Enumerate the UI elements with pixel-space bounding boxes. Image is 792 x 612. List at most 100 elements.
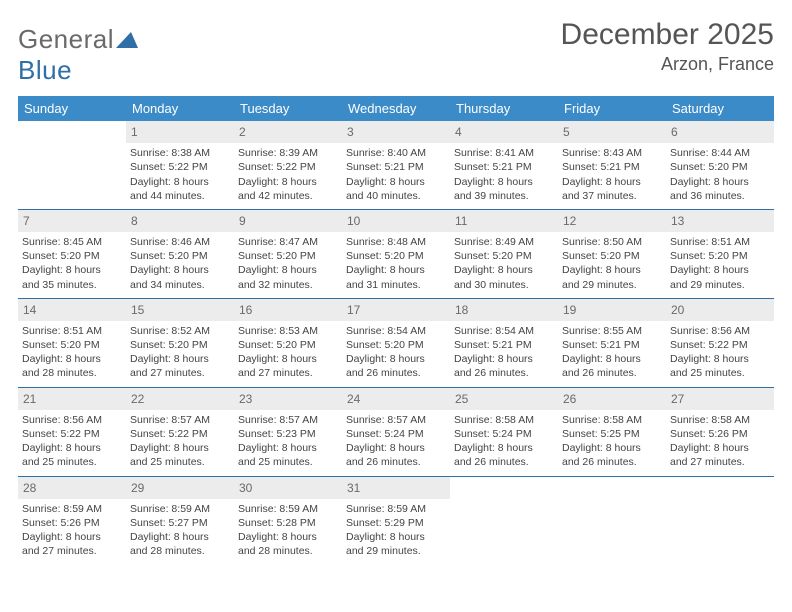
- day-number: 23: [234, 388, 342, 410]
- day-number: 17: [342, 299, 450, 321]
- day-info-line: Sunset: 5:20 PM: [22, 249, 122, 263]
- calendar-cell: 2Sunrise: 8:39 AMSunset: 5:22 PMDaylight…: [234, 121, 342, 209]
- day-info-line: Sunrise: 8:48 AM: [346, 235, 446, 249]
- day-info-line: Sunset: 5:21 PM: [562, 338, 662, 352]
- calendar-cell: 4Sunrise: 8:41 AMSunset: 5:21 PMDaylight…: [450, 121, 558, 209]
- calendar-cell: 17Sunrise: 8:54 AMSunset: 5:20 PMDayligh…: [342, 298, 450, 387]
- day-number: 20: [666, 299, 774, 321]
- day-number: 18: [450, 299, 558, 321]
- day-info-line: and 26 minutes.: [346, 366, 446, 380]
- calendar-cell: 1Sunrise: 8:38 AMSunset: 5:22 PMDaylight…: [126, 121, 234, 209]
- day-info-line: Daylight: 8 hours: [130, 352, 230, 366]
- day-info-line: and 26 minutes.: [346, 455, 446, 469]
- day-info-line: and 27 minutes.: [22, 544, 122, 558]
- location-label: Arzon, France: [561, 54, 774, 75]
- day-info-line: Daylight: 8 hours: [670, 352, 770, 366]
- day-info-line: Daylight: 8 hours: [130, 441, 230, 455]
- calendar-cell: 6Sunrise: 8:44 AMSunset: 5:20 PMDaylight…: [666, 121, 774, 209]
- day-info-line: Sunrise: 8:40 AM: [346, 146, 446, 160]
- day-number: 31: [342, 477, 450, 499]
- day-number: 12: [558, 210, 666, 232]
- day-info-line: Sunset: 5:20 PM: [346, 249, 446, 263]
- day-number: 10: [342, 210, 450, 232]
- day-info-line: Daylight: 8 hours: [238, 530, 338, 544]
- calendar-week: 28Sunrise: 8:59 AMSunset: 5:26 PMDayligh…: [18, 476, 774, 564]
- day-info-line: Daylight: 8 hours: [130, 175, 230, 189]
- day-info-line: Sunset: 5:24 PM: [454, 427, 554, 441]
- day-info-line: and 32 minutes.: [238, 278, 338, 292]
- day-number: 25: [450, 388, 558, 410]
- day-info-line: Sunset: 5:20 PM: [130, 249, 230, 263]
- calendar-week: 7Sunrise: 8:45 AMSunset: 5:20 PMDaylight…: [18, 209, 774, 298]
- day-number: 30: [234, 477, 342, 499]
- day-info-line: Daylight: 8 hours: [454, 263, 554, 277]
- day-info-line: Sunrise: 8:38 AM: [130, 146, 230, 160]
- day-info-line: and 26 minutes.: [562, 455, 662, 469]
- day-info-line: Daylight: 8 hours: [454, 441, 554, 455]
- day-info-line: Daylight: 8 hours: [130, 530, 230, 544]
- calendar-week: 21Sunrise: 8:56 AMSunset: 5:22 PMDayligh…: [18, 387, 774, 476]
- calendar-cell: 28Sunrise: 8:59 AMSunset: 5:26 PMDayligh…: [18, 476, 126, 564]
- dow-thu: Thursday: [450, 96, 558, 121]
- day-info-line: and 27 minutes.: [670, 455, 770, 469]
- day-info-line: Daylight: 8 hours: [22, 352, 122, 366]
- calendar-cell: 16Sunrise: 8:53 AMSunset: 5:20 PMDayligh…: [234, 298, 342, 387]
- calendar-cell: 5Sunrise: 8:43 AMSunset: 5:21 PMDaylight…: [558, 121, 666, 209]
- day-info-line: Daylight: 8 hours: [562, 441, 662, 455]
- calendar-cell: 7Sunrise: 8:45 AMSunset: 5:20 PMDaylight…: [18, 209, 126, 298]
- day-info-line: and 25 minutes.: [670, 366, 770, 380]
- day-info-line: Sunrise: 8:39 AM: [238, 146, 338, 160]
- logo-text: General Blue: [18, 24, 139, 86]
- calendar-cell: 8Sunrise: 8:46 AMSunset: 5:20 PMDaylight…: [126, 209, 234, 298]
- day-info-line: Daylight: 8 hours: [346, 352, 446, 366]
- day-info-line: Sunset: 5:28 PM: [238, 516, 338, 530]
- day-info-line: Sunset: 5:22 PM: [130, 427, 230, 441]
- calendar-cell: 25 Sunrise: 8:58 AMSunset: 5:24 PMDayligh…: [450, 387, 558, 476]
- calendar-cell: 30Sunrise: 8:59 AMSunset: 5:28 PMDayligh…: [234, 476, 342, 564]
- day-info-line: Sunrise: 8:55 AM: [562, 324, 662, 338]
- day-info-line: and 44 minutes.: [130, 189, 230, 203]
- day-number: 7: [18, 210, 126, 232]
- day-info-line: and 25 minutes.: [130, 455, 230, 469]
- day-info-line: Sunset: 5:21 PM: [454, 338, 554, 352]
- calendar-cell: 29Sunrise: 8:59 AMSunset: 5:27 PMDayligh…: [126, 476, 234, 564]
- day-info-line: Daylight: 8 hours: [22, 263, 122, 277]
- dow-sat: Saturday: [666, 96, 774, 121]
- day-info-line: Sunset: 5:20 PM: [454, 249, 554, 263]
- dow-mon: Monday: [126, 96, 234, 121]
- day-info-line: Sunrise: 8:57 AM: [346, 413, 446, 427]
- day-info-line: Daylight: 8 hours: [670, 441, 770, 455]
- day-number: 28: [18, 477, 126, 499]
- day-number: 29: [126, 477, 234, 499]
- page-title: December 2025: [561, 18, 774, 52]
- day-info-line: Sunset: 5:21 PM: [346, 160, 446, 174]
- day-info-line: and 26 minutes.: [454, 366, 554, 380]
- triangle-icon: [116, 32, 138, 48]
- day-info-line: Sunset: 5:20 PM: [562, 249, 662, 263]
- day-number: 14: [18, 299, 126, 321]
- day-info-line: and 36 minutes.: [670, 189, 770, 203]
- calendar-cell: 23Sunrise: 8:57 AMSunset: 5:23 PMDayligh…: [234, 387, 342, 476]
- day-info-line: Sunset: 5:21 PM: [454, 160, 554, 174]
- day-info-line: and 28 minutes.: [238, 544, 338, 558]
- day-info-line: Daylight: 8 hours: [562, 175, 662, 189]
- day-info-line: Daylight: 8 hours: [22, 530, 122, 544]
- day-info-line: Sunrise: 8:58 AM: [454, 413, 554, 427]
- day-info-line: Sunset: 5:20 PM: [670, 249, 770, 263]
- calendar-cell: 9Sunrise: 8:47 AMSunset: 5:20 PMDaylight…: [234, 209, 342, 298]
- day-info-line: Daylight: 8 hours: [562, 263, 662, 277]
- day-info-line: Sunset: 5:26 PM: [22, 516, 122, 530]
- day-number: 22: [126, 388, 234, 410]
- day-info-line: Sunset: 5:22 PM: [238, 160, 338, 174]
- day-info-line: Sunset: 5:29 PM: [346, 516, 446, 530]
- day-info-line: Sunset: 5:22 PM: [130, 160, 230, 174]
- day-info-line: Sunrise: 8:50 AM: [562, 235, 662, 249]
- day-info-line: Daylight: 8 hours: [238, 175, 338, 189]
- logo-text-primary: General: [18, 24, 114, 54]
- day-info-line: Sunrise: 8:57 AM: [238, 413, 338, 427]
- day-info-line: Daylight: 8 hours: [670, 263, 770, 277]
- day-info-line: and 29 minutes.: [670, 278, 770, 292]
- day-info-line: Sunrise: 8:41 AM: [454, 146, 554, 160]
- dow-row: Sunday Monday Tuesday Wednesday Thursday…: [18, 96, 774, 121]
- calendar-cell: 24Sunrise: 8:57 AMSunset: 5:24 PMDayligh…: [342, 387, 450, 476]
